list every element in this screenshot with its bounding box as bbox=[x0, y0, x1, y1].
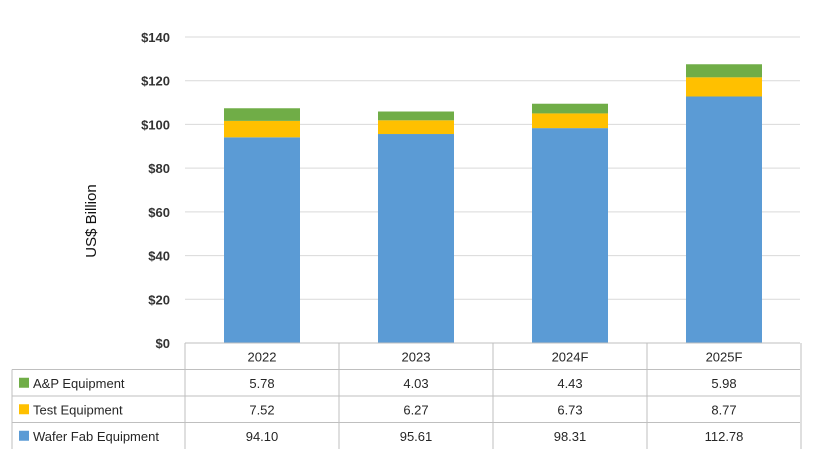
y-tick-label: $40 bbox=[148, 249, 170, 264]
y-axis-label: US$ Billion bbox=[83, 184, 100, 257]
bar-segment-test-equipment bbox=[532, 113, 608, 129]
bars bbox=[224, 64, 762, 343]
y-axis-ticks: $0 $20 $40 $60 $80 $100 $120 $140 bbox=[141, 30, 170, 351]
x-tick-label: 2024F bbox=[552, 349, 589, 364]
x-tick-label: 2023 bbox=[402, 349, 431, 364]
bar-segment-wafer-fab-equipment bbox=[686, 96, 762, 343]
data-value-label: 5.98 bbox=[711, 376, 736, 391]
data-value-label: 6.73 bbox=[557, 402, 582, 417]
x-tick-label: 2022 bbox=[248, 349, 277, 364]
x-tick-label: 2025F bbox=[706, 349, 743, 364]
legend-label: Test Equipment bbox=[33, 402, 123, 417]
bar-segment-test-equipment bbox=[224, 120, 300, 138]
bar-segment-wafer-fab-equipment bbox=[224, 137, 300, 343]
bar-segment-a-p-equipment bbox=[378, 111, 454, 121]
data-value-label: 4.03 bbox=[403, 376, 428, 391]
data-value-label: 94.10 bbox=[246, 429, 279, 444]
legend-label: A&P Equipment bbox=[33, 376, 125, 391]
y-tick-label: $60 bbox=[148, 205, 170, 220]
data-table: 2022 2023 2024F 2025F A&P Equipment 5.78 4.03 4… bbox=[11, 342, 802, 449]
bar-segment-wafer-fab-equipment bbox=[532, 128, 608, 343]
legend-label: Wafer Fab Equipment bbox=[33, 429, 159, 444]
legend-swatch bbox=[19, 404, 29, 415]
data-value-label: 5.78 bbox=[249, 376, 274, 391]
data-value-label: 98.31 bbox=[554, 429, 587, 444]
data-value-label: 8.77 bbox=[711, 402, 736, 417]
bar-segment-a-p-equipment bbox=[686, 64, 762, 78]
data-value-label: 6.27 bbox=[403, 402, 428, 417]
bar-segment-a-p-equipment bbox=[224, 108, 300, 121]
bar-segment-wafer-fab-equipment bbox=[378, 134, 454, 343]
data-value-label: 7.52 bbox=[249, 402, 274, 417]
data-value-label: 112.78 bbox=[705, 429, 744, 444]
bar-segment-test-equipment bbox=[686, 77, 762, 97]
y-tick-label: $0 bbox=[156, 336, 170, 351]
y-tick-label: $20 bbox=[148, 292, 170, 307]
data-value-label: 95.61 bbox=[400, 429, 433, 444]
bar-segment-test-equipment bbox=[378, 120, 454, 135]
y-tick-label: $140 bbox=[141, 30, 170, 45]
y-tick-label: $80 bbox=[148, 161, 170, 176]
data-value-label: 4.43 bbox=[557, 376, 582, 391]
legend-swatch bbox=[19, 430, 29, 441]
y-tick-label: $120 bbox=[141, 74, 170, 89]
legend-swatch bbox=[19, 377, 29, 388]
y-tick-label: $100 bbox=[141, 117, 170, 132]
bar-segment-a-p-equipment bbox=[532, 103, 608, 114]
